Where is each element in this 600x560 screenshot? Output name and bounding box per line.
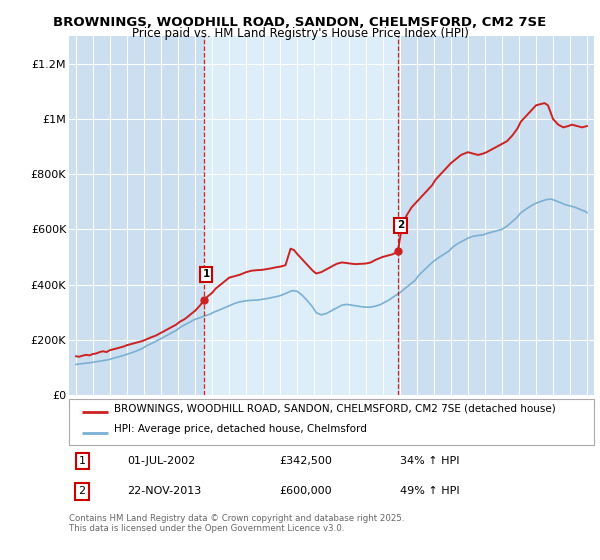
Text: BROWNINGS, WOODHILL ROAD, SANDON, CHELMSFORD, CM2 7SE (detached house): BROWNINGS, WOODHILL ROAD, SANDON, CHELMS…	[113, 403, 556, 413]
Text: £600,000: £600,000	[279, 487, 332, 497]
Text: 1: 1	[79, 456, 86, 466]
Text: 2: 2	[79, 487, 86, 497]
Text: BROWNINGS, WOODHILL ROAD, SANDON, CHELMSFORD, CM2 7SE: BROWNINGS, WOODHILL ROAD, SANDON, CHELMS…	[53, 16, 547, 29]
Text: 34% ↑ HPI: 34% ↑ HPI	[400, 456, 459, 466]
Text: 2: 2	[397, 220, 404, 230]
Text: HPI: Average price, detached house, Chelmsford: HPI: Average price, detached house, Chel…	[113, 424, 367, 434]
Text: £342,500: £342,500	[279, 456, 332, 466]
Text: 22-NOV-2013: 22-NOV-2013	[127, 487, 201, 497]
Text: 1: 1	[203, 269, 210, 279]
Text: 01-JUL-2002: 01-JUL-2002	[127, 456, 195, 466]
Text: 49% ↑ HPI: 49% ↑ HPI	[400, 487, 460, 497]
Text: Price paid vs. HM Land Registry's House Price Index (HPI): Price paid vs. HM Land Registry's House …	[131, 27, 469, 40]
Bar	[203, 36, 398, 395]
Text: Contains HM Land Registry data © Crown copyright and database right 2025.
This d: Contains HM Land Registry data © Crown c…	[69, 514, 404, 533]
